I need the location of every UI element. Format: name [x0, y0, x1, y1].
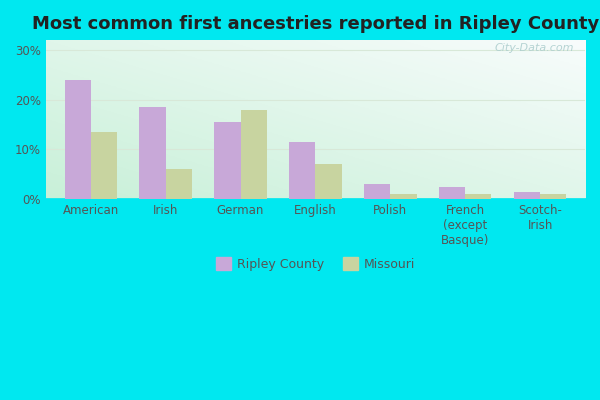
- Bar: [91, 132, 117, 199]
- Bar: [139, 107, 166, 199]
- Bar: [289, 142, 316, 199]
- Bar: [65, 80, 91, 199]
- Bar: [465, 194, 491, 199]
- Legend: Ripley County, Missouri: Ripley County, Missouri: [211, 252, 421, 276]
- Bar: [364, 184, 391, 199]
- Bar: [241, 110, 267, 199]
- Bar: [391, 194, 416, 199]
- Bar: [540, 194, 566, 199]
- Bar: [439, 187, 465, 199]
- Bar: [316, 164, 341, 199]
- Bar: [514, 192, 540, 199]
- Bar: [214, 122, 241, 199]
- Text: City-Data.com: City-Data.com: [495, 43, 574, 53]
- Bar: [166, 169, 192, 199]
- Title: Most common first ancestries reported in Ripley County: Most common first ancestries reported in…: [32, 15, 599, 33]
